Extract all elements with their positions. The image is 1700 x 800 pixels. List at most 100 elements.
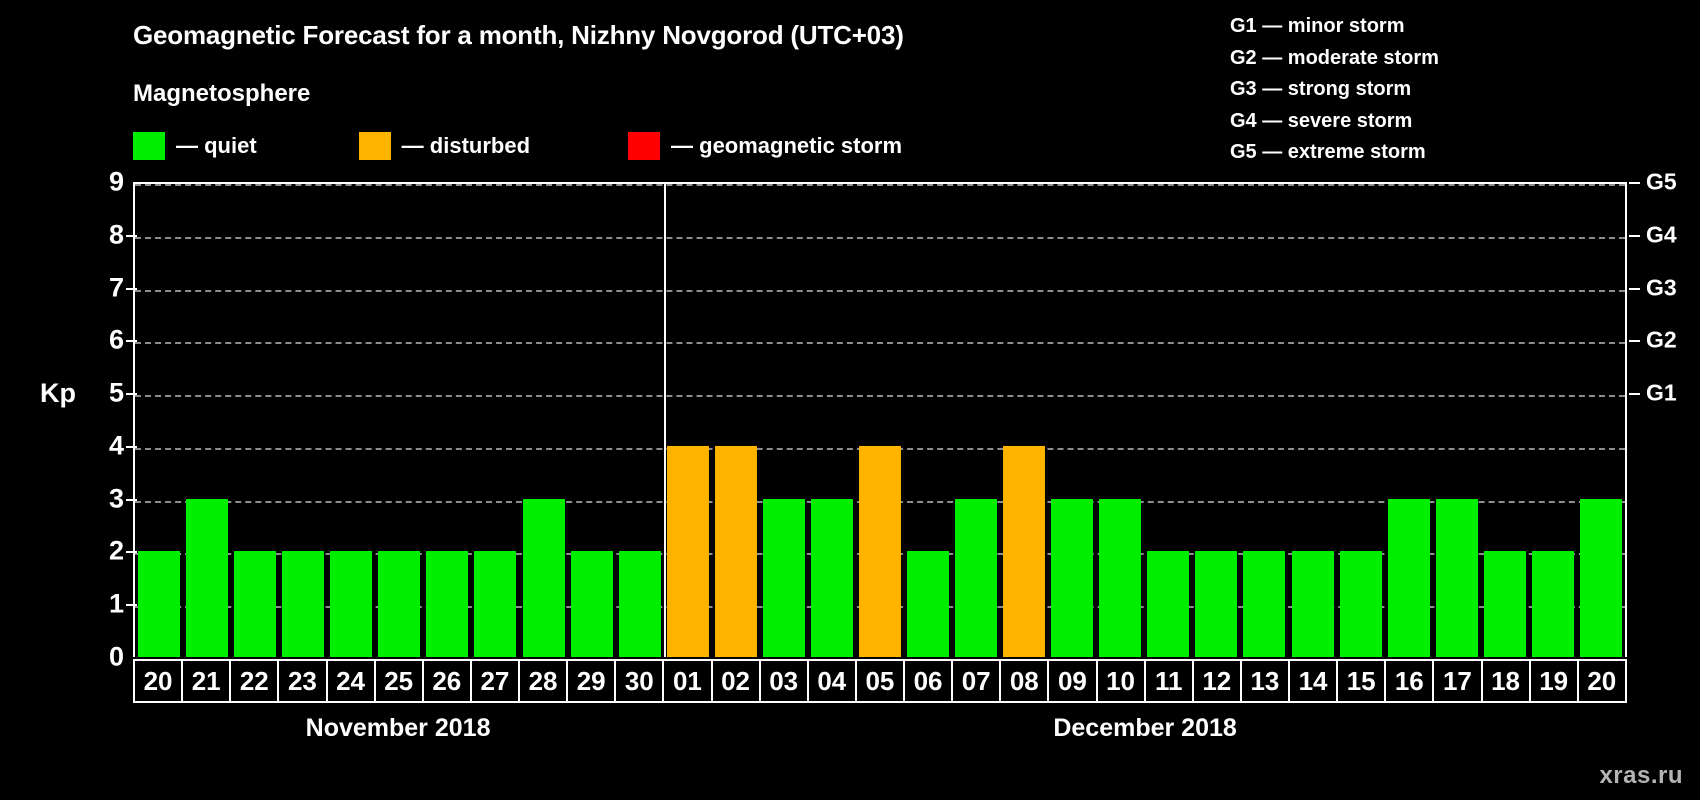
g-tick-label-G4: G4 (1646, 221, 1677, 248)
bar-day-03 (762, 498, 805, 657)
g-tick-mark-G2 (1629, 340, 1640, 343)
y-tick-mark-6 (126, 340, 137, 343)
date-label-19: 09 (1049, 661, 1098, 701)
bar-cell (568, 184, 616, 657)
bar-day-01 (666, 445, 709, 657)
bar-cell (808, 184, 856, 657)
y-tick-mark-7 (126, 287, 137, 290)
bar-day-10 (1099, 498, 1142, 657)
date-label-4: 24 (327, 661, 376, 701)
y-tick-mark-2 (126, 551, 137, 554)
bar-day-13 (1243, 551, 1286, 657)
bar-day-24 (330, 551, 373, 657)
date-label-7: 27 (471, 661, 520, 701)
date-label-0: 20 (135, 661, 184, 701)
bar-series (135, 184, 1625, 657)
date-label-17: 07 (953, 661, 1002, 701)
bar-cell (1048, 184, 1096, 657)
date-label-27: 17 (1434, 661, 1483, 701)
date-label-12: 02 (712, 661, 761, 701)
date-label-15: 05 (856, 661, 905, 701)
bar-day-02 (714, 445, 757, 657)
bar-cell (1433, 184, 1481, 657)
bar-cell (279, 184, 327, 657)
g-tick-label-G3: G3 (1646, 274, 1677, 301)
legend-label-geomagnetic-storm: — geomagnetic storm (671, 133, 903, 158)
bar-cell (183, 184, 231, 657)
date-label-21: 11 (1145, 661, 1194, 701)
y-tick-label-8: 8 (108, 219, 124, 250)
y-tick-mark-3 (126, 498, 137, 501)
bar-day-17 (1435, 498, 1478, 657)
g-tick-label-G2: G2 (1646, 326, 1677, 353)
date-label-10: 30 (616, 661, 665, 701)
bar-day-04 (810, 498, 853, 657)
date-label-8: 28 (520, 661, 569, 701)
bar-day-29 (570, 551, 613, 657)
g-scale-row-2: G2 — moderate storm (1230, 46, 1439, 69)
date-label-1: 21 (183, 661, 232, 701)
y-tick-mark-8 (126, 234, 137, 237)
date-label-29: 19 (1530, 661, 1579, 701)
g-tick-mark-G4 (1629, 234, 1640, 237)
y-tick-mark-4 (126, 445, 137, 448)
date-label-23: 13 (1241, 661, 1290, 701)
date-label-14: 04 (808, 661, 857, 701)
bar-cell (856, 184, 904, 657)
y-tick-label-5: 5 (108, 377, 124, 408)
plot-area (133, 182, 1627, 657)
legend-entry-quiet: — quiet (133, 131, 257, 161)
bar-day-07 (955, 498, 998, 657)
bar-cell (1337, 184, 1385, 657)
y-tick-mark-5 (126, 393, 137, 396)
date-label-5: 25 (375, 661, 424, 701)
month-label-1: November 2018 (305, 714, 491, 742)
bar-cell (1529, 184, 1577, 657)
g-tick-mark-G5 (1629, 182, 1640, 184)
magnetosphere-label: Magnetosphere (133, 80, 311, 107)
y-tick-mark-1 (126, 604, 137, 607)
y-tick-label-6: 6 (108, 324, 124, 355)
bar-day-20 (1579, 498, 1622, 657)
legend-swatch-geomagnetic-storm-icon (628, 132, 661, 160)
bar-day-18 (1483, 551, 1526, 657)
legend-label-disturbed: — disturbed (401, 133, 531, 158)
bar-day-22 (234, 551, 277, 657)
date-label-30: 20 (1578, 661, 1625, 701)
g-scale-row-3: G3 — strong storm (1230, 78, 1412, 100)
y-axis-title: Kp (40, 378, 76, 408)
bar-day-05 (858, 445, 901, 657)
g-scale-legend: G1 — minor storm G2 — moderate storm G3 — … (1230, 11, 1439, 169)
date-label-18: 08 (1001, 661, 1050, 701)
bar-day-26 (426, 551, 469, 657)
bar-day-19 (1531, 551, 1574, 657)
bar-cell (1000, 184, 1048, 657)
bar-cell (471, 184, 519, 657)
y-tick-label-4: 4 (108, 430, 124, 461)
bar-cell (1144, 184, 1192, 657)
date-label-26: 16 (1386, 661, 1435, 701)
date-label-6: 26 (423, 661, 472, 701)
date-label-24: 14 (1290, 661, 1339, 701)
y-tick-label-0: 0 (108, 641, 124, 672)
date-label-28: 18 (1482, 661, 1531, 701)
bar-cell (327, 184, 375, 657)
y-axis-kp: 9 8 7 6 5 4 3 2 1 0 (78, 168, 137, 670)
bar-cell (712, 184, 760, 657)
date-label-2: 22 (231, 661, 280, 701)
bar-day-11 (1147, 551, 1190, 657)
legend-label-quiet: — quiet (176, 133, 257, 158)
bar-cell (1385, 184, 1433, 657)
watermark: xras.ru (1599, 762, 1683, 789)
legend-swatch-disturbed-icon (358, 132, 391, 160)
bar-cell (1240, 184, 1288, 657)
month-divider (663, 182, 666, 657)
g-tick-mark-G3 (1629, 287, 1640, 290)
y-tick-label-1: 1 (108, 588, 124, 619)
y-axis-g-scale: G5 G4 G3 G2 G1 (1627, 170, 1697, 657)
bar-cell (664, 184, 712, 657)
bar-cell (1481, 184, 1529, 657)
bar-cell (423, 184, 471, 657)
date-label-3: 23 (279, 661, 328, 701)
month-label-2: December 2018 (1053, 714, 1237, 742)
